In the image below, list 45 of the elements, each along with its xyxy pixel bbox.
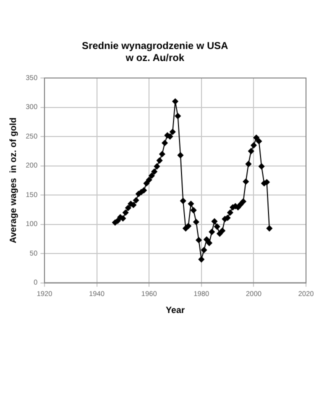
point bbox=[162, 140, 168, 146]
point bbox=[193, 218, 200, 225]
point bbox=[216, 230, 223, 237]
point bbox=[190, 207, 197, 214]
chart-title: Srednie wynagrodzenie w USA w oz. Au/rok bbox=[82, 40, 228, 64]
point bbox=[146, 176, 152, 183]
point bbox=[177, 152, 184, 158]
point bbox=[151, 168, 158, 175]
point bbox=[211, 218, 218, 224]
point bbox=[258, 163, 265, 170]
point bbox=[196, 237, 202, 244]
point bbox=[154, 163, 160, 170]
point bbox=[159, 151, 166, 158]
point bbox=[248, 148, 254, 154]
point bbox=[172, 98, 178, 104]
point bbox=[201, 247, 208, 254]
point bbox=[185, 223, 192, 230]
point bbox=[148, 172, 155, 179]
point bbox=[214, 224, 220, 230]
point bbox=[122, 210, 129, 216]
point bbox=[245, 161, 252, 168]
point bbox=[188, 200, 194, 207]
point bbox=[240, 198, 246, 204]
point bbox=[174, 113, 181, 120]
point bbox=[180, 198, 186, 204]
point bbox=[204, 236, 210, 242]
point bbox=[250, 142, 257, 148]
point bbox=[266, 225, 272, 232]
point bbox=[256, 138, 262, 144]
point bbox=[219, 228, 226, 234]
point bbox=[208, 228, 215, 235]
point bbox=[242, 178, 249, 185]
point bbox=[206, 240, 212, 246]
point bbox=[238, 201, 244, 208]
y-axis-title: Average wages in oz. of gold bbox=[8, 118, 18, 244]
point bbox=[143, 180, 150, 186]
point bbox=[114, 218, 121, 224]
x-axis-title: Year bbox=[166, 305, 186, 316]
point bbox=[198, 256, 204, 262]
point bbox=[156, 158, 163, 164]
point bbox=[125, 204, 132, 211]
point bbox=[253, 134, 260, 141]
point bbox=[170, 128, 176, 135]
point bbox=[227, 210, 234, 216]
point bbox=[133, 197, 140, 204]
